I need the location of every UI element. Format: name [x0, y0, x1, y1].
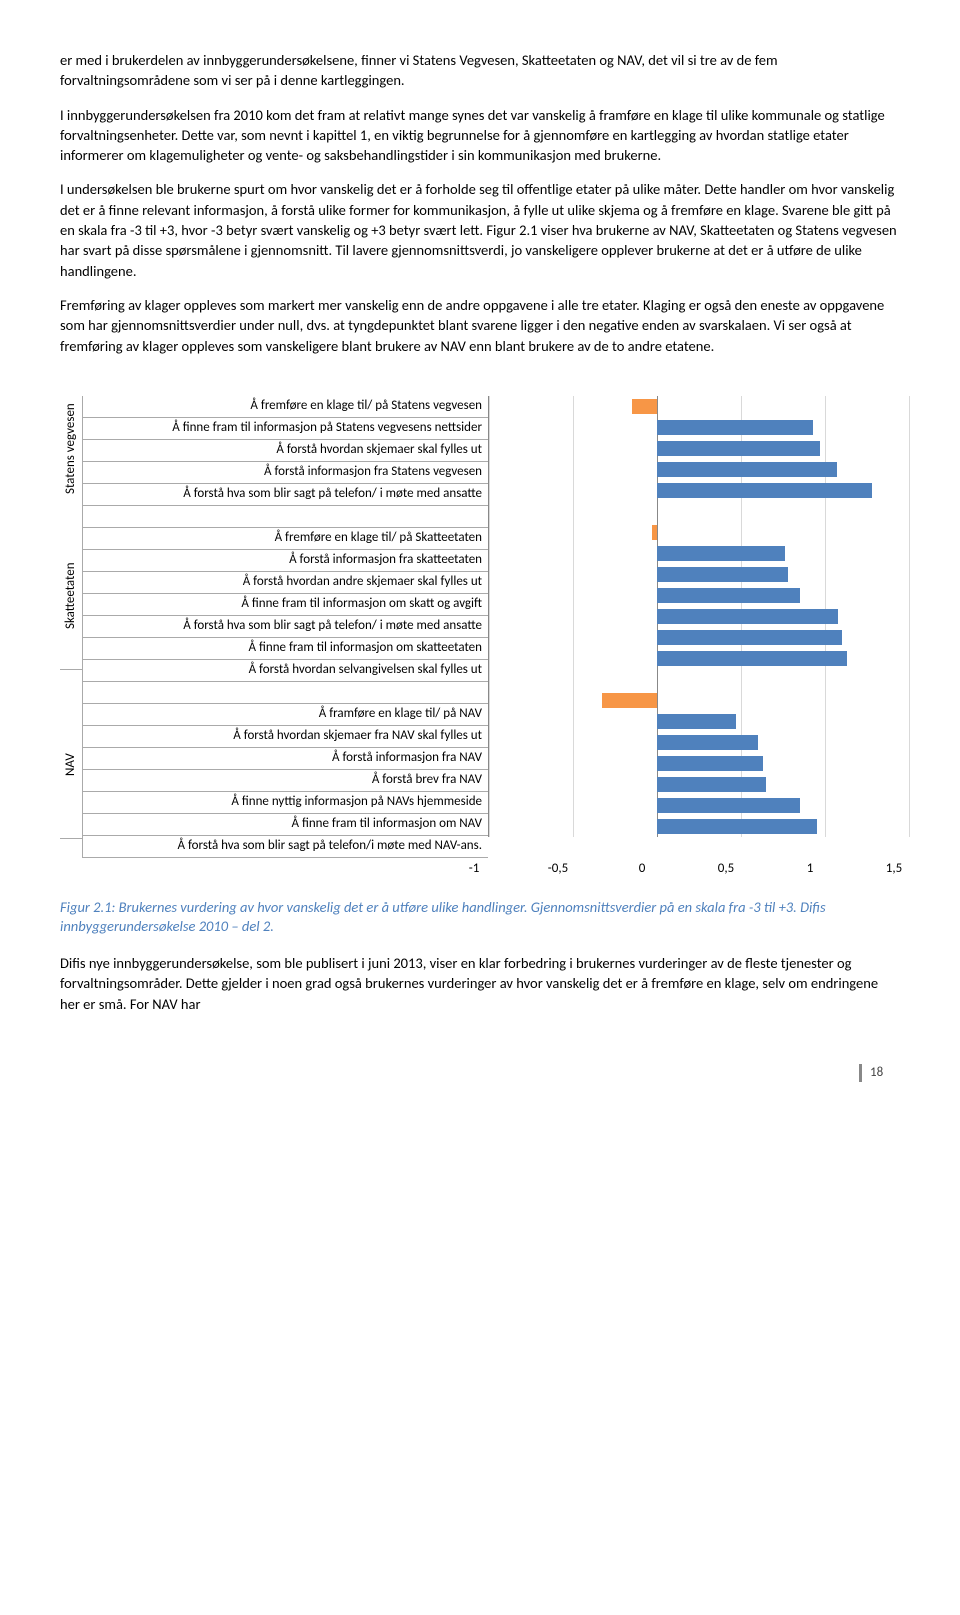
chart-group-label: NAV — [60, 691, 82, 839]
chart-row-label: Å finne nyttig informasjon på NAVs hjemm… — [83, 792, 488, 814]
chart-group-label: Statens vegvesen — [60, 396, 82, 501]
chart-bar — [657, 819, 817, 834]
chart-axis-tick: 1 — [807, 860, 814, 878]
chart-bar — [657, 735, 758, 750]
chart-bar — [657, 777, 766, 792]
chart-bar — [657, 630, 842, 645]
chart-row-label: Å finne fram til informasjon på Statens … — [83, 418, 488, 440]
chart-axis-tick: 0,5 — [718, 860, 734, 878]
chart-row-label: Å forstå brev fra NAV — [83, 770, 488, 792]
chart-bar — [657, 546, 785, 561]
chart-bar — [657, 462, 837, 477]
figure-caption: Figur 2.1: Brukernes vurdering av hvor v… — [60, 898, 900, 937]
chart-row-label: Å forstå informasjon fra skatteetaten — [83, 550, 488, 572]
chart-row-label: Å fremføre en klage til/ på Skatteetaten — [83, 528, 488, 550]
chart-group-label: Skatteetaten — [60, 522, 82, 670]
chart-bar — [657, 483, 872, 498]
chart-row-label: Å forstå hvordan skjemaer fra NAV skal f… — [83, 726, 488, 748]
chart-bar — [632, 399, 657, 414]
chart-row-label: Å framføre en klage til/ på NAV — [83, 704, 488, 726]
body-paragraph: Fremføring av klager oppleves som marker… — [60, 295, 900, 356]
chart-bar — [657, 756, 763, 771]
chart-bar — [657, 441, 820, 456]
chart-bar — [657, 798, 800, 813]
chart-row-label: Å fremføre en klage til/ på Statens vegv… — [83, 396, 488, 418]
chart-row-label: Å finne fram til informasjon om skatt og… — [83, 594, 488, 616]
body-paragraph: er med i brukerdelen av innbyggerundersø… — [60, 50, 900, 91]
chart-row-label: Å forstå hvordan andre skjemaer skal fyl… — [83, 572, 488, 594]
chart-axis-tick: 1,5 — [886, 860, 902, 878]
chart-bar — [657, 714, 736, 729]
chart-bar — [657, 651, 847, 666]
chart-bar — [657, 567, 788, 582]
chart-axis-tick: -1 — [469, 860, 480, 878]
page-number: 18 — [859, 1064, 900, 1082]
chart-row-label: Å forstå hvordan skjemaer skal fylles ut — [83, 440, 488, 462]
chart-row-label: Å finne fram til informasjon om skatteet… — [83, 638, 488, 660]
chart-bar — [602, 693, 657, 708]
body-paragraph: I undersøkelsen ble brukerne spurt om hv… — [60, 179, 900, 280]
body-paragraph: Difis nye innbyggerundersøkelse, som ble… — [60, 953, 900, 1014]
chart-row-label: Å forstå hva som blir sagt på telefon/ i… — [83, 616, 488, 638]
chart-row-label: Å forstå hvordan selvangivelsen skal fyl… — [83, 660, 488, 682]
chart-row-label: Å forstå informasjon fra Statens vegvese… — [83, 462, 488, 484]
chart-axis-tick: -0,5 — [548, 860, 568, 878]
chart-gridline — [909, 396, 910, 837]
chart-bar — [657, 588, 800, 603]
chart-axis-tick: 0 — [639, 860, 646, 878]
chart-row-label: Å forstå hva som blir sagt på telefon/ i… — [83, 484, 488, 506]
body-paragraph: I innbyggerundersøkelsen fra 2010 kom de… — [60, 105, 900, 166]
chart-bar — [657, 609, 838, 624]
figure-2-1-chart: Statens vegvesen Skatteetaten NAV Å fremfør… — [60, 396, 900, 878]
chart-row-label: Å forstå informasjon fra NAV — [83, 748, 488, 770]
chart-bar — [652, 525, 657, 540]
chart-row-label: Å finne fram til informasjon om NAV — [83, 814, 488, 836]
chart-bar — [657, 420, 813, 435]
chart-row-label: Å forstå hva som blir sagt på telefon/i … — [83, 836, 488, 858]
